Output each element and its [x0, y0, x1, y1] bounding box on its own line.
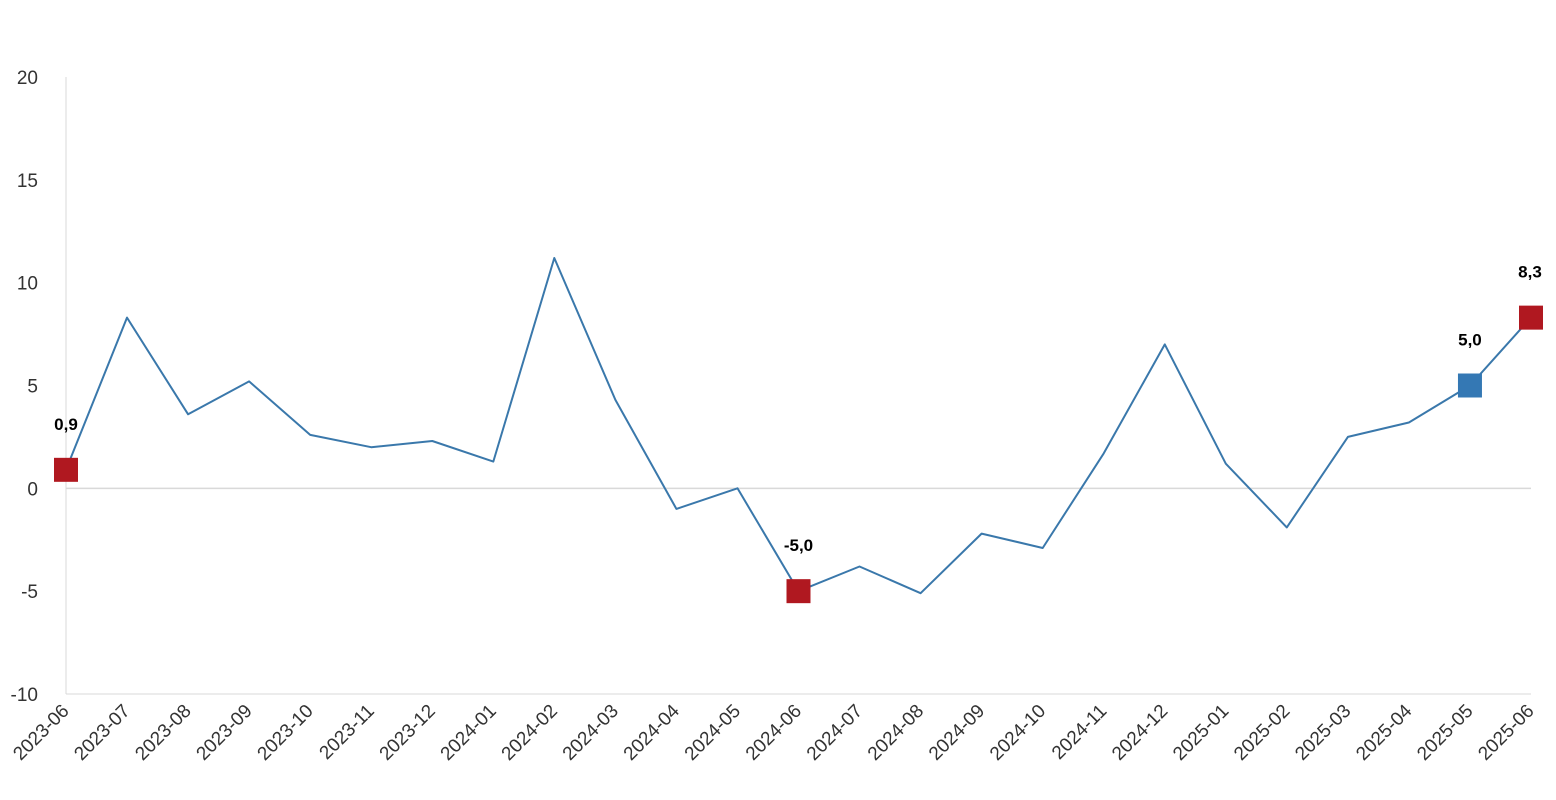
y-tick-label: 15	[17, 171, 38, 192]
x-tick-label: 2025-01	[1169, 701, 1233, 765]
x-tick-label: 2023-08	[131, 701, 195, 765]
highlight-marker	[786, 579, 811, 604]
y-axis-ticks: 20 15 10 5 0 -5 -10	[11, 68, 38, 706]
x-tick-label: 2025-03	[1291, 701, 1355, 765]
y-tick-label: 10	[17, 274, 38, 295]
x-tick-label: 2025-02	[1230, 701, 1294, 765]
x-tick-label: 2023-07	[70, 701, 134, 765]
y-tick-label: -10	[11, 685, 38, 706]
axes	[65, 77, 1531, 695]
x-tick-label: 2024-04	[620, 700, 684, 764]
x-tick-label: 2025-05	[1413, 701, 1477, 765]
x-tick-label: 2023-06	[9, 701, 73, 765]
x-tick-label: 2024-12	[1108, 701, 1172, 765]
x-tick-label: 2025-06	[1474, 701, 1538, 765]
x-tick-label: 2024-05	[681, 701, 745, 765]
highlight-marker	[1519, 305, 1543, 330]
x-tick-label: 2024-11	[1048, 701, 1111, 764]
x-tick-label: 2025-04	[1352, 700, 1416, 764]
x-tick-label: 2024-08	[864, 701, 928, 765]
data-label: 8,3	[1518, 263, 1542, 282]
x-tick-label: 2024-03	[559, 701, 623, 765]
highlight-marker	[1457, 373, 1482, 398]
x-tick-label: 2024-06	[742, 701, 806, 765]
y-tick-label: 20	[17, 68, 38, 89]
y-tick-label: 0	[27, 479, 38, 500]
x-axis-ticks: 2023-062023-072023-082023-092023-102023-…	[9, 700, 1538, 764]
y-tick-label: 5	[27, 377, 38, 398]
x-tick-label: 2023-10	[254, 701, 318, 765]
x-tick-label: 2023-09	[193, 701, 257, 765]
x-tick-label: 2024-07	[803, 701, 867, 765]
highlight-marker	[54, 457, 78, 482]
x-tick-label: 2024-10	[986, 701, 1050, 765]
x-tick-label: 2024-09	[925, 701, 989, 765]
y-tick-label: -5	[21, 582, 38, 603]
data-label: 5,0	[1458, 331, 1482, 350]
x-tick-label: 2024-02	[498, 701, 562, 765]
x-tick-label: 2024-01	[437, 701, 501, 765]
x-tick-label: 2023-12	[376, 701, 440, 765]
data-label: -5,0	[784, 536, 813, 555]
x-tick-label: 2023-11	[316, 701, 379, 764]
data-label: 0,9	[54, 415, 78, 434]
highlight-markers: 0,9 -5,0 5,0 8,3	[54, 263, 1543, 604]
